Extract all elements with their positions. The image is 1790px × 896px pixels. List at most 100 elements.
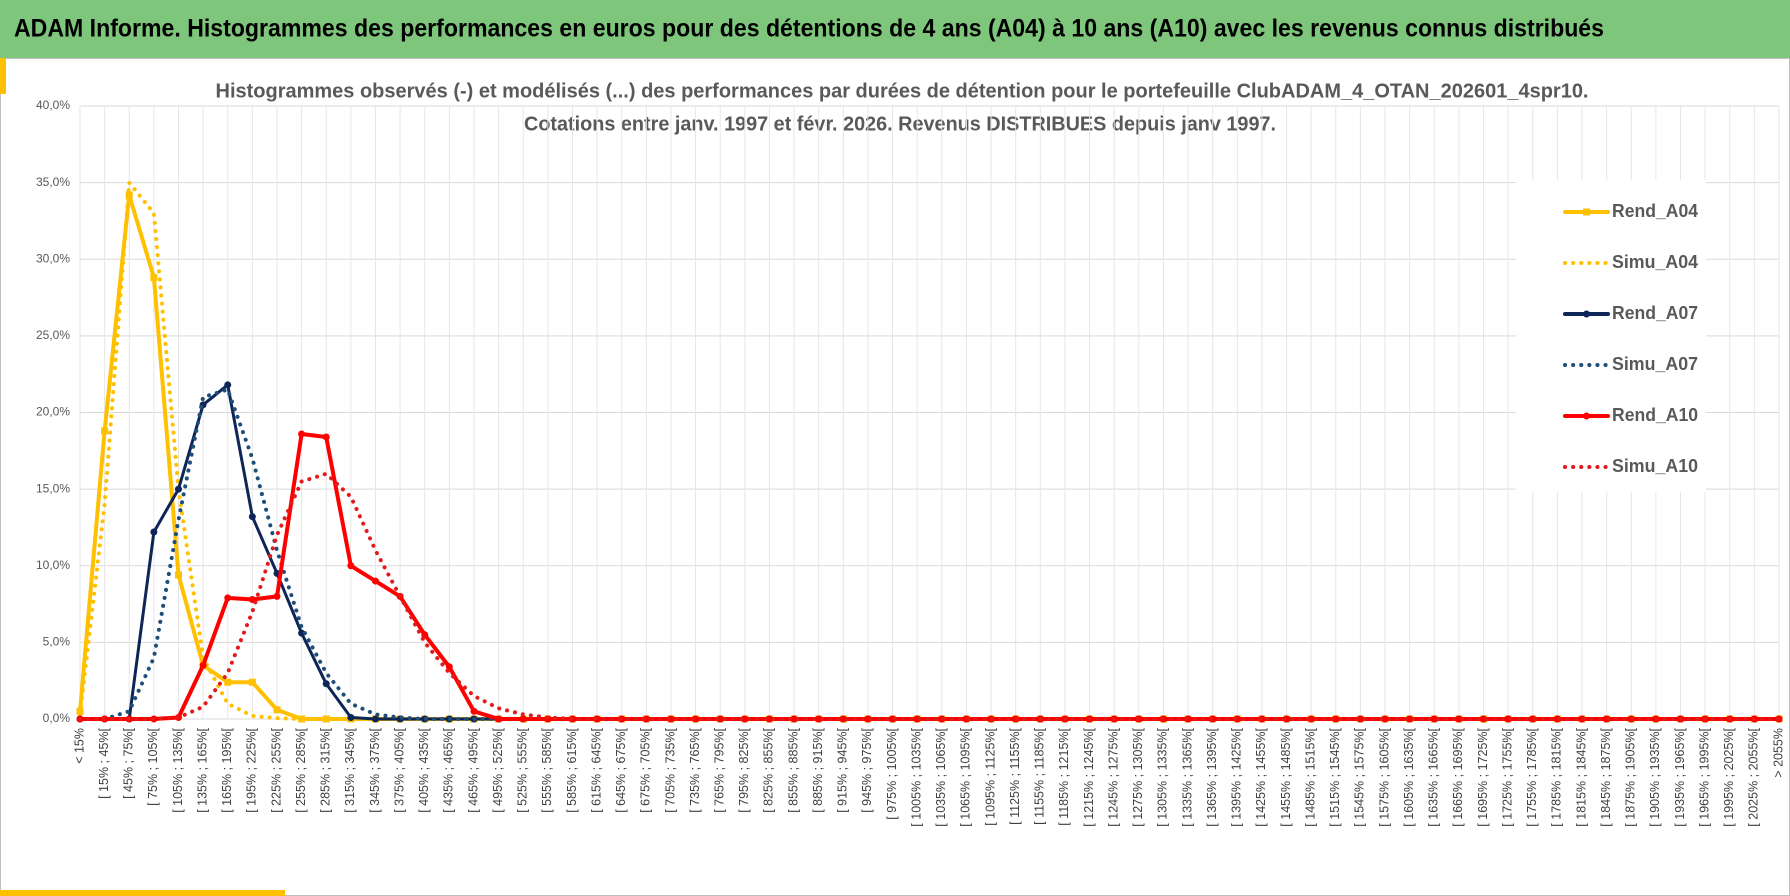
x-tick-label: [ 1935% ; 1965%[ bbox=[1673, 727, 1687, 826]
y-tick-label: 35,0% bbox=[36, 175, 70, 189]
x-tick-label: [ 1215% ; 1245%[ bbox=[1082, 727, 1096, 826]
legend-label: Rend_A07 bbox=[1612, 303, 1698, 323]
y-tick-label: 25,0% bbox=[36, 328, 70, 342]
x-tick-label: [ 1665% ; 1695%[ bbox=[1451, 727, 1465, 826]
point bbox=[174, 571, 182, 579]
point bbox=[371, 715, 379, 723]
point bbox=[224, 678, 232, 686]
legend-label: Rend_A10 bbox=[1612, 405, 1698, 425]
x-tick-label: [ 1785% ; 1815%[ bbox=[1550, 727, 1564, 826]
point bbox=[1430, 715, 1438, 723]
x-tick-label: [ 1575% ; 1605%[ bbox=[1377, 727, 1391, 826]
x-tick-label: [ 525% ; 555%[ bbox=[516, 727, 530, 812]
x-tick-label: [ 1125% ; 1155%[ bbox=[1008, 727, 1022, 824]
point bbox=[347, 713, 355, 721]
point bbox=[815, 715, 823, 723]
point bbox=[224, 381, 232, 389]
x-tick-label: [ 1695% ; 1725%[ bbox=[1476, 727, 1490, 826]
point bbox=[495, 715, 503, 723]
x-tick-label: [ 1155% ; 1185%[ bbox=[1033, 727, 1047, 824]
x-tick-label: [ 225% ; 255%[ bbox=[269, 727, 283, 812]
x-tick-label: [ 705% ; 735%[ bbox=[663, 727, 677, 812]
legend-label: Simu_A07 bbox=[1612, 354, 1698, 374]
point bbox=[1381, 715, 1389, 723]
x-tick-label: [ 1095% ; 1125%[ bbox=[983, 727, 997, 825]
point bbox=[199, 661, 207, 669]
legend-marker bbox=[1583, 208, 1590, 216]
x-tick-label: [ 585% ; 615%[ bbox=[565, 727, 579, 812]
point bbox=[765, 715, 773, 723]
point bbox=[150, 274, 158, 282]
x-tick-label: [ 735% ; 765%[ bbox=[688, 727, 702, 812]
x-tick-label: [ 315% ; 345%[ bbox=[343, 727, 357, 812]
x-tick-label: [ 1485% ; 1515%[ bbox=[1303, 727, 1317, 826]
point bbox=[101, 427, 109, 435]
x-tick-label: [ 1995% ; 2025%[ bbox=[1722, 727, 1736, 826]
x-tick-label: [ 1965% ; 1995%[ bbox=[1697, 727, 1711, 826]
x-tick-label: [ 1335% ; 1365%[ bbox=[1180, 727, 1194, 826]
x-tick-label: [ 75% ; 105%[ bbox=[146, 727, 160, 805]
point bbox=[322, 433, 330, 441]
point bbox=[519, 715, 527, 723]
point bbox=[1356, 715, 1364, 723]
x-tick-label: [ 975% ; 1005%[ bbox=[885, 727, 899, 819]
y-tick-label: 10,0% bbox=[36, 558, 70, 572]
x-tick-label: [ 1065% ; 1095%[ bbox=[959, 727, 973, 826]
x-tick-label: [ 195% ; 225%[ bbox=[245, 727, 259, 812]
x-tick-label: [ 1875% ; 1905%[ bbox=[1624, 727, 1638, 826]
point bbox=[371, 577, 379, 585]
x-tick-label: [ 1425% ; 1455%[ bbox=[1254, 727, 1268, 826]
x-tick-label: [ 555% ; 585%[ bbox=[540, 727, 554, 812]
point bbox=[1332, 715, 1340, 723]
x-tick-label: [ 945% ; 975%[ bbox=[860, 727, 874, 812]
x-tick-label: [ 1395% ; 1425%[ bbox=[1230, 727, 1244, 826]
point bbox=[322, 680, 330, 688]
point bbox=[76, 707, 84, 715]
x-tick-label: [ 15% ; 45%[ bbox=[97, 727, 111, 798]
x-tick-label: [ 1005% ; 1035%[ bbox=[909, 727, 923, 826]
accent bbox=[0, 58, 6, 94]
x-tick-label: [ 645% ; 675%[ bbox=[614, 727, 628, 812]
x-tick-label: [ 915% ; 945%[ bbox=[836, 727, 850, 812]
x-tick-label: [ 255% ; 285%[ bbox=[294, 727, 308, 812]
x-tick-label: [ 1755% ; 1785%[ bbox=[1525, 727, 1539, 826]
point bbox=[790, 715, 798, 723]
point bbox=[248, 513, 256, 521]
point bbox=[174, 485, 182, 493]
point bbox=[1307, 715, 1315, 723]
x-tick-label: [ 1545% ; 1575%[ bbox=[1353, 727, 1367, 826]
x-tick-label: [ 1905% ; 1935%[ bbox=[1648, 727, 1662, 826]
x-tick-label: [ 1815% ; 1845%[ bbox=[1574, 727, 1588, 826]
x-tick-label: [ 345% ; 375%[ bbox=[368, 727, 382, 812]
x-tick-label: [ 675% ; 705%[ bbox=[639, 727, 653, 812]
x-tick-label: [ 465% ; 495%[ bbox=[466, 727, 480, 812]
x-tick-label: [ 1245% ; 1275%[ bbox=[1106, 727, 1120, 826]
legend-label: Simu_A10 bbox=[1612, 456, 1698, 476]
legend-marker bbox=[1583, 310, 1590, 318]
point bbox=[298, 430, 306, 438]
y-tick-label: 5,0% bbox=[43, 635, 71, 649]
point bbox=[421, 631, 429, 639]
x-tick-label: [ 1275% ; 1305%[ bbox=[1131, 727, 1145, 826]
x-tick-label: > 2055% bbox=[1771, 728, 1785, 778]
x-tick-label: [ 105% ; 135%[ bbox=[171, 727, 185, 812]
point bbox=[1455, 715, 1463, 723]
point bbox=[1406, 715, 1414, 723]
x-tick-label: [ 1185% ; 1215%[ bbox=[1057, 727, 1071, 825]
y-tick-label: 30,0% bbox=[36, 251, 70, 265]
y-tick-label: 20,0% bbox=[36, 405, 70, 419]
x-tick-label: [ 165% ; 195%[ bbox=[220, 727, 234, 812]
x-tick-label: [ 1035% ; 1065%[ bbox=[934, 727, 948, 826]
point bbox=[248, 678, 256, 686]
point bbox=[273, 706, 281, 714]
x-tick-label: [ 495% ; 525%[ bbox=[491, 727, 505, 812]
accent bbox=[0, 890, 285, 896]
point bbox=[125, 191, 133, 199]
x-tick-label: [ 885% ; 915%[ bbox=[811, 727, 825, 812]
legend-box bbox=[1516, 180, 1706, 492]
x-tick-label: [ 405% ; 435%[ bbox=[417, 727, 431, 812]
x-tick-label: [ 45% ; 75%[ bbox=[122, 727, 136, 798]
x-tick-label: [ 135% ; 165%[ bbox=[195, 727, 209, 812]
x-tick-label: [ 1635% ; 1665%[ bbox=[1427, 727, 1441, 826]
